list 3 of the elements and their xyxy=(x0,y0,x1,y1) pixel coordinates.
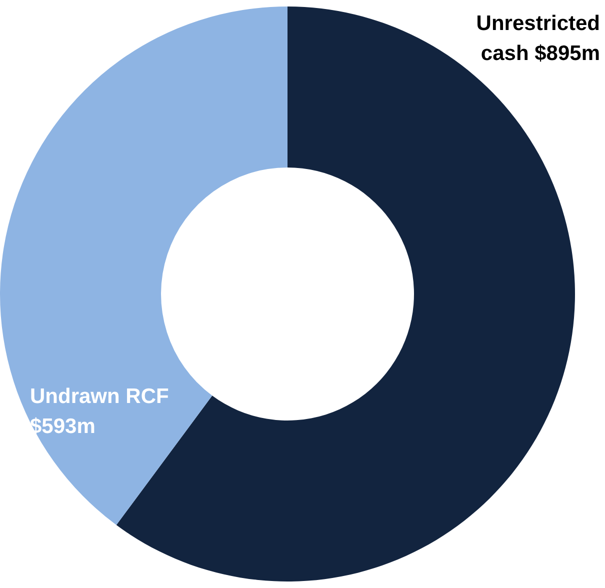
data-label: $593m xyxy=(30,414,96,438)
slice-label: Undrawn RCF xyxy=(30,384,169,408)
slice-label: Unrestricted cash $895m xyxy=(476,12,600,65)
